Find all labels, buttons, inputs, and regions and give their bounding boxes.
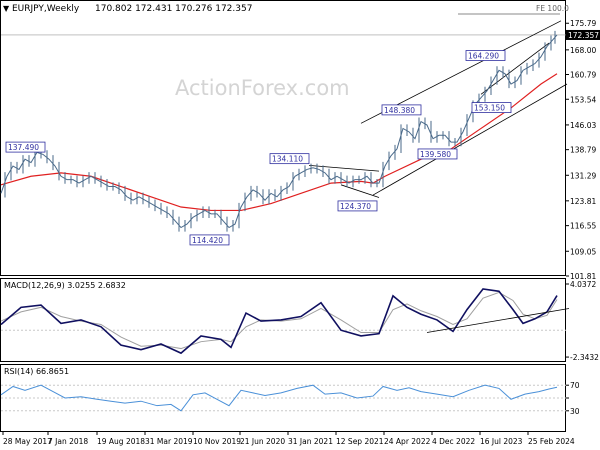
price-tick-label: 101.81	[570, 272, 596, 281]
price-close-line	[0, 34, 558, 229]
price-tick-label: 146.03	[570, 121, 596, 130]
swing-label: 114.420	[192, 236, 223, 245]
rsi-line	[0, 384, 558, 412]
x-tick-label: 19 Aug 2018	[97, 437, 145, 446]
channel-line	[480, 42, 550, 95]
header-triangle-icon: ▼	[3, 4, 10, 13]
x-tick-label: 21 Jun 2020	[240, 437, 285, 446]
swing-label: 139.580	[420, 150, 451, 159]
rsi-layer: 70 30	[0, 381, 580, 416]
price-tick-label: 109.05	[570, 247, 596, 256]
price-layer: 175.79 168.00 160.79 153.54 146.03 138.79 131.…	[0, 4, 600, 281]
x-tick-label: 24 Apr 2022	[384, 437, 431, 446]
channel-line	[372, 83, 568, 196]
swing-label-box	[417, 148, 458, 160]
x-tick-label: 10 Nov 2019	[193, 437, 241, 446]
swing-label: 134.110	[272, 155, 303, 164]
symbol-label: EURJPY,Weekly	[12, 4, 80, 14]
swing-label-box	[5, 141, 46, 153]
swing-label-box	[269, 153, 310, 165]
x-tick-label: 16 Jul 2023	[480, 437, 523, 446]
swing-label: 164.290	[468, 52, 499, 61]
main-panel-frame	[0, 0, 566, 276]
macd-signal-line	[0, 291, 558, 350]
macd-tick-label: -2.3432	[570, 353, 599, 362]
x-tick-label: 12 Sep 2021	[336, 437, 384, 446]
price-tick-label: 153.54	[570, 95, 596, 104]
rsi-tick-label: 30	[570, 407, 580, 416]
swing-label-box	[471, 102, 512, 113]
x-tick-label: 28 May 2017	[3, 437, 52, 446]
macd-layer: 4.0372 -2.3432	[0, 280, 599, 362]
price-tick-label: 168.00	[570, 46, 596, 55]
price-tick-label: 160.79	[570, 70, 596, 79]
price-tick-label: 138.79	[570, 146, 596, 155]
swing-label-box	[337, 200, 378, 212]
x-tick-label: 7 Jan 2018	[48, 437, 88, 446]
watermark: ActionForex.com	[175, 76, 350, 100]
x-tick-label: 31 Jan 2021	[288, 437, 333, 446]
last-price-box	[566, 29, 600, 40]
swing-label: 153.150	[474, 104, 505, 113]
x-tick-label: 31 Mar 2019	[145, 437, 193, 446]
price-tick-label: 116.55	[570, 222, 596, 231]
macd-label: MACD(12,26,9) 3.0255 2.6832	[4, 281, 126, 290]
macd-trendline	[426, 308, 570, 333]
x-tick-label: 4 Dec 2022	[432, 437, 475, 446]
swing-label-box	[189, 234, 230, 246]
price-tick-label: 123.81	[570, 197, 596, 206]
swing-label-box	[465, 50, 506, 61]
macd-line	[0, 288, 558, 355]
x-tick-label: 25 Feb 2024	[528, 437, 575, 446]
swing-label-box	[381, 104, 422, 116]
swing-label: 148.380	[384, 106, 415, 115]
rsi-label: RSI(14) 66.8651	[4, 367, 69, 376]
macd-tick-label: 4.0372	[570, 280, 596, 289]
swing-label: 137.490	[8, 143, 39, 152]
swing-label: 124.370	[340, 202, 371, 211]
ohlc-label: 170.802 172.431 170.276 172.357	[95, 4, 252, 14]
rsi-tick-label: 70	[570, 381, 580, 390]
price-tick-label: 175.79	[570, 19, 596, 28]
last-price-label: 172.357	[568, 31, 599, 40]
fe-level-label: FE 100.0	[536, 4, 569, 13]
triangle-line	[308, 164, 380, 172]
price-tick-label: 131.29	[570, 171, 596, 180]
